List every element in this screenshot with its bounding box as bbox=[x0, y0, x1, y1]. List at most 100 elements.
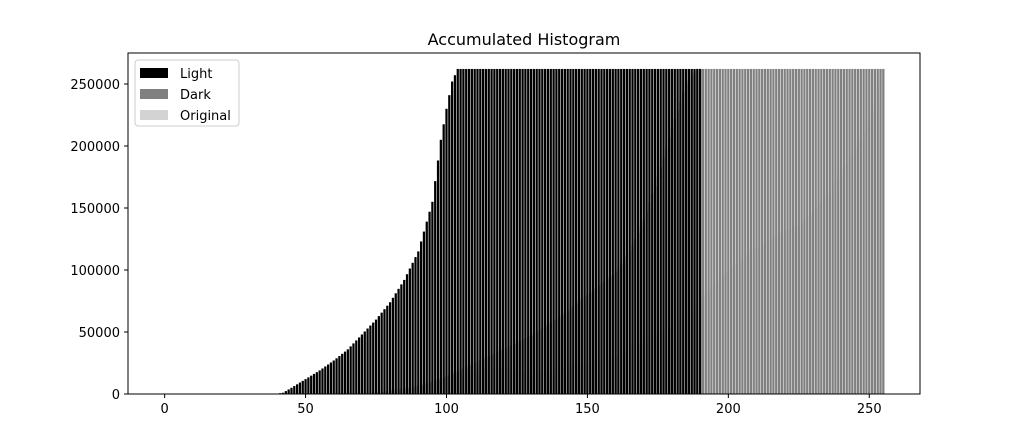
bar-dark bbox=[777, 68, 781, 394]
bar-light bbox=[524, 68, 527, 394]
bar-light bbox=[651, 68, 654, 394]
bar-dark bbox=[848, 68, 851, 394]
bar-light bbox=[676, 68, 679, 394]
bar-dark bbox=[755, 68, 758, 394]
bar-light bbox=[529, 68, 533, 394]
bar-dark bbox=[724, 68, 727, 394]
bar-dark bbox=[746, 68, 750, 394]
x-tick-label: 200 bbox=[716, 402, 741, 417]
bar-light bbox=[665, 68, 668, 394]
bar-light bbox=[487, 68, 490, 394]
legend-swatch-original bbox=[140, 110, 168, 120]
bar-dark bbox=[744, 68, 747, 394]
bar-light bbox=[659, 68, 662, 394]
bar-light bbox=[617, 68, 620, 394]
bar-light bbox=[549, 68, 552, 394]
bar-dark bbox=[876, 68, 879, 394]
bar-dark bbox=[825, 68, 829, 394]
bar-light bbox=[380, 312, 383, 394]
bar-light bbox=[597, 68, 600, 394]
bar-light bbox=[648, 68, 651, 394]
bar-dark bbox=[749, 68, 753, 394]
bar-dark bbox=[842, 68, 846, 394]
bar-light bbox=[614, 68, 617, 394]
bar-light bbox=[682, 68, 685, 394]
bar-light bbox=[425, 221, 428, 394]
bar-light bbox=[563, 68, 566, 394]
bar-light bbox=[521, 68, 524, 394]
bar-light bbox=[473, 68, 476, 394]
legend-label-dark: Dark bbox=[180, 88, 211, 103]
bar-light bbox=[434, 181, 437, 394]
bar-dark bbox=[794, 68, 798, 394]
bar-light bbox=[656, 68, 659, 394]
bar-dark bbox=[865, 68, 868, 394]
bar-dark bbox=[718, 68, 722, 394]
x-tick-label: 100 bbox=[434, 402, 459, 417]
bar-light bbox=[628, 68, 631, 394]
bar-light bbox=[476, 68, 479, 394]
bar-dark bbox=[831, 68, 834, 394]
bar-dark bbox=[738, 68, 741, 394]
bar-light bbox=[405, 274, 409, 394]
bar-dark bbox=[868, 68, 871, 394]
bar-light bbox=[515, 68, 519, 394]
bar-light bbox=[634, 68, 637, 394]
x-tick-label: 250 bbox=[857, 402, 882, 417]
bar-dark bbox=[707, 68, 710, 394]
bar-light bbox=[510, 68, 513, 394]
bar-light bbox=[355, 340, 358, 394]
bar-light bbox=[417, 251, 420, 394]
bar-light bbox=[684, 68, 688, 394]
bar-light bbox=[448, 95, 451, 394]
bar-light bbox=[420, 241, 423, 394]
bar-dark bbox=[879, 68, 882, 394]
bar-light bbox=[484, 68, 488, 394]
bar-light bbox=[583, 68, 586, 394]
bar-light bbox=[696, 68, 699, 394]
bar-dark bbox=[806, 68, 809, 394]
bar-light bbox=[496, 68, 499, 394]
bar-light bbox=[639, 68, 643, 394]
bar-light bbox=[546, 68, 550, 394]
bar-dark bbox=[839, 68, 843, 394]
bar-light bbox=[391, 297, 395, 394]
bar-dark bbox=[715, 68, 719, 394]
bar-dark bbox=[792, 68, 795, 394]
bar-dark bbox=[820, 68, 823, 394]
bar-light bbox=[310, 375, 313, 394]
bar-light bbox=[690, 68, 693, 394]
x-tick-label: 150 bbox=[575, 402, 600, 417]
bar-dark bbox=[775, 68, 778, 394]
bar-light bbox=[338, 356, 341, 394]
bar-light bbox=[498, 68, 502, 394]
bar-light bbox=[552, 68, 555, 394]
bar-light bbox=[493, 68, 496, 394]
bar-light bbox=[544, 68, 547, 394]
bar-light bbox=[538, 68, 541, 394]
bar-dark bbox=[769, 68, 772, 394]
bar-dark bbox=[823, 68, 826, 394]
bar-dark bbox=[828, 68, 831, 394]
y-tick-label: 200000 bbox=[70, 140, 120, 155]
axes-layer: 0 50 100 150 200 250 0 50000 100000 150000 200000 2… bbox=[70, 52, 921, 417]
bar-light bbox=[414, 257, 417, 394]
bar-light bbox=[428, 211, 431, 394]
bar-light bbox=[343, 351, 347, 394]
bar-light bbox=[346, 349, 349, 394]
bar-light bbox=[608, 68, 612, 394]
bar-light bbox=[580, 68, 583, 394]
legend-label-original: Original bbox=[180, 109, 231, 124]
bar-light bbox=[352, 343, 355, 394]
bar-light bbox=[699, 68, 702, 394]
bar-light bbox=[439, 139, 442, 394]
bar-dark bbox=[704, 68, 707, 394]
bar-light bbox=[400, 284, 403, 394]
bar-dark bbox=[730, 68, 733, 394]
bar-light bbox=[445, 108, 448, 395]
bar-dark bbox=[761, 68, 764, 394]
bar-light bbox=[321, 368, 324, 394]
bar-light bbox=[620, 68, 623, 394]
bar-light bbox=[431, 201, 434, 394]
legend-swatch-dark bbox=[140, 89, 168, 99]
